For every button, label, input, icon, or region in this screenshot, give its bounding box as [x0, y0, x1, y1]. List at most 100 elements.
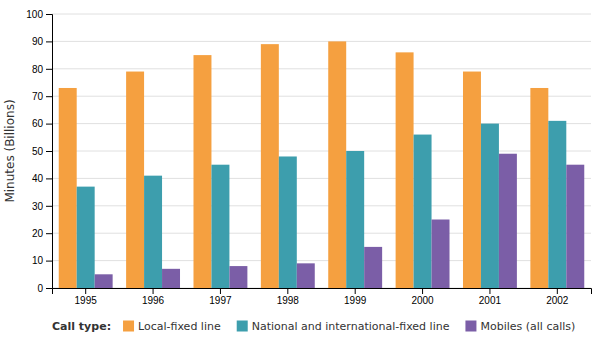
tick-mark	[46, 233, 52, 234]
legend-label: Mobiles (all calls)	[480, 320, 575, 333]
tick-mark	[287, 288, 288, 294]
legend-swatch	[123, 321, 134, 332]
tick-label: 70	[32, 91, 44, 102]
tick: 40	[32, 173, 52, 184]
tick-mark	[46, 206, 52, 207]
tick: 80	[32, 64, 52, 75]
tick-label: 60	[32, 118, 44, 129]
bar	[530, 88, 548, 288]
tick: 10	[32, 255, 52, 266]
bar	[211, 165, 229, 288]
bar	[328, 41, 346, 288]
bar-series	[59, 41, 549, 288]
bar	[261, 44, 279, 288]
legend-item: National and international-fixed line	[237, 320, 450, 333]
legend-swatch	[237, 321, 248, 332]
tick-mark	[153, 288, 154, 294]
bar	[95, 274, 113, 288]
tick-mark	[557, 288, 558, 294]
tick: 70	[32, 91, 52, 102]
bar	[297, 263, 315, 288]
tick: 2002	[546, 288, 569, 306]
bar	[463, 72, 481, 288]
legend-swatch	[465, 321, 476, 332]
y-axis: 0 10 20 30 40 50 60 70 80 90 100	[26, 9, 52, 294]
tick-label: 20	[32, 228, 44, 239]
tick-label: 50	[32, 146, 44, 157]
axis-domain	[46, 15, 53, 289]
tick-label: 2001	[479, 295, 502, 306]
bar	[144, 176, 162, 288]
tick: 1996	[142, 288, 165, 306]
legend: Call type: Local-fixed line National and i…	[52, 320, 575, 333]
tick-label: 80	[32, 64, 44, 75]
legend-label: National and international-fixed line	[252, 320, 450, 333]
tick: 30	[32, 201, 52, 212]
tick-mark	[85, 288, 86, 294]
bar	[229, 266, 247, 288]
grid-line	[52, 68, 591, 69]
tick: 1998	[277, 288, 300, 306]
tick-mark	[422, 288, 423, 294]
bar	[499, 154, 517, 288]
bar	[548, 121, 566, 288]
bar	[481, 124, 499, 288]
tick-mark	[220, 288, 221, 294]
tick: 60	[32, 118, 52, 129]
tick-label: 2000	[411, 295, 434, 306]
plot: 0102030405060708090100199519961997199819…	[26, 9, 591, 306]
bar-series	[77, 121, 567, 288]
tick-label: 1996	[142, 295, 165, 306]
tick-label: 40	[32, 173, 44, 184]
tick-mark	[46, 124, 52, 125]
legend-item: Local-fixed line	[123, 320, 221, 333]
legend-item: Mobiles (all calls)	[465, 320, 575, 333]
bar	[126, 72, 144, 288]
tick: 2001	[479, 288, 502, 306]
bar-series	[95, 154, 585, 288]
bar	[396, 52, 414, 288]
tick: 100	[26, 9, 52, 20]
tick-mark	[46, 151, 52, 152]
tick-mark	[46, 96, 52, 97]
tick: 50	[32, 146, 52, 157]
tick: 1995	[75, 288, 98, 306]
legend-label: Local-fixed line	[138, 320, 221, 333]
bar	[193, 55, 211, 288]
tick-label: 90	[32, 36, 44, 47]
grid	[52, 14, 591, 288]
tick-label: 100	[26, 9, 43, 20]
bar	[59, 88, 77, 288]
bar	[279, 156, 297, 288]
tick: 1997	[209, 288, 232, 306]
tick: 1999	[344, 288, 367, 306]
bar	[346, 151, 364, 288]
bar	[414, 135, 432, 288]
tick-label: 0	[37, 283, 43, 294]
chart: 0102030405060708090100199519961997199819…	[0, 0, 607, 350]
bar	[566, 165, 584, 288]
tick: 2000	[411, 288, 434, 306]
tick-label: 10	[32, 255, 44, 266]
tick-label: 2002	[546, 295, 569, 306]
bars	[59, 41, 585, 288]
tick: 20	[32, 228, 52, 239]
tick: 0	[37, 283, 52, 294]
y-axis-title: Minutes (Billions)	[3, 99, 17, 202]
x-axis: 1995 1996 1997 1998 1999 2000 2001 2002	[53, 288, 592, 306]
bar	[364, 247, 382, 288]
grid-line	[52, 41, 591, 42]
tick-mark	[46, 178, 52, 179]
legend-title: Call type:	[52, 320, 111, 333]
tick: 90	[32, 36, 52, 47]
tick-mark	[46, 261, 52, 262]
bar	[162, 269, 180, 288]
tick-label: 1997	[209, 295, 232, 306]
tick-mark	[355, 288, 356, 294]
tick-mark	[46, 288, 52, 289]
tick-mark	[46, 41, 52, 42]
grid-line	[52, 14, 591, 15]
tick-mark	[489, 288, 490, 294]
tick-label: 30	[32, 201, 44, 212]
bar	[432, 220, 450, 289]
